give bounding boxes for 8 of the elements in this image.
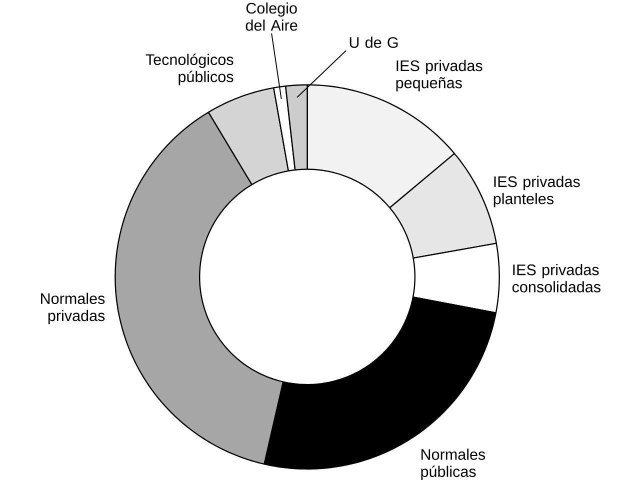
slice-label: IES privadas consolidadas: [512, 264, 600, 292]
slice-label: Normales públicas: [421, 448, 486, 480]
slice-label: U de G: [350, 36, 398, 48]
slice-label: Colegio del Aire: [246, 2, 298, 31]
slice-label: IES privadas planteles: [494, 176, 580, 208]
slice-label: Tecnológicos públicos: [146, 53, 234, 85]
slice-label: Normales privadas: [41, 292, 105, 324]
slice-label: IES privadas pequeñas: [396, 60, 482, 92]
